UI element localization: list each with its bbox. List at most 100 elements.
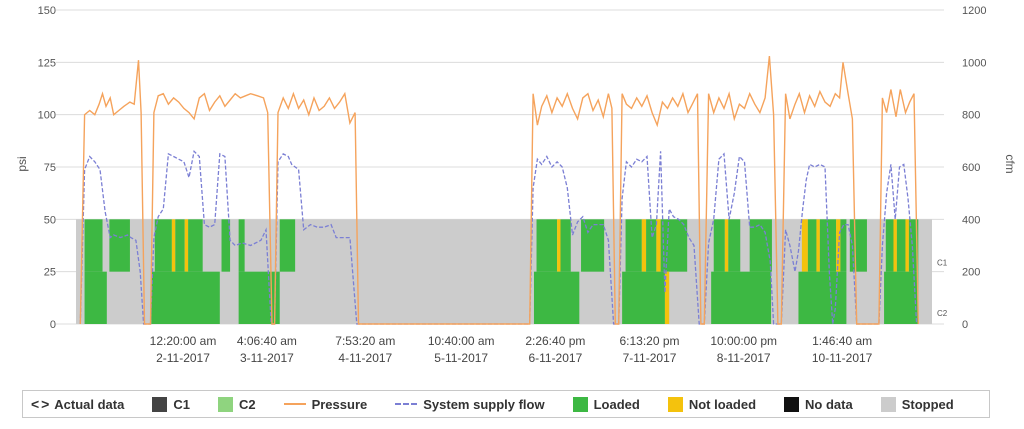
pressure-flow-chart: 0 25 50 75 100 125 150 0 200 400 600 800 1000 1200 C1 C… [15,5,1017,365]
c1-state-segment [840,219,847,272]
c1-state-segment [109,219,130,272]
chart-area: 0 25 50 75 100 125 150 0 200 400 600 800 1000 1200 C1 C… [15,5,1017,365]
y-right-tick-label: 400 [962,214,980,226]
x-tick-date-label: 5-11-2017 [434,351,488,365]
c2-state-segment [664,271,670,324]
no-data-swatch-icon [784,396,800,412]
legend-actual-data-label: Actual data [54,396,125,412]
c2-state-segment [711,271,772,324]
legend-c1[interactable]: C1 [152,396,190,412]
legend-c1-label: C1 [173,396,190,412]
x-tick-date-label: 4-11-2017 [338,351,392,365]
c1-state-segment [560,219,571,272]
c1-state-segment [581,219,605,272]
c1-state-segment [175,219,185,272]
c1-state-segment [896,219,906,272]
x-tick-date-label: 6-11-2017 [528,351,582,365]
c1-state-segment [221,219,231,272]
c1-state-segment [660,219,688,272]
y-right-tick-label: 800 [962,110,980,122]
legend-not-loaded-label: Not loaded [688,396,757,412]
y-right-tick-label: 0 [962,319,968,331]
c1-state-segment [807,219,817,272]
y-left-tick-label: 75 [44,162,56,174]
x-tick-time-label: 4:06:40 am [237,334,297,348]
c1-state-segment [893,219,897,272]
legend-loaded[interactable]: Loaded [572,396,640,412]
c1-state-segment [184,219,189,272]
c1-state-segment [749,219,772,272]
legend-no-data[interactable]: No data [784,396,853,412]
y-right-tick-label: 1000 [962,57,986,69]
x-tick-date-label: 3-11-2017 [240,351,294,365]
c1-state-segment [557,219,561,272]
x-tick-date-label: 10-11-2017 [812,351,873,365]
legend-no-data-label: No data [805,396,853,412]
x-tick-time-label: 10:00:00 pm [710,334,777,348]
y-axis-right-label: cfm [1003,154,1017,173]
c1-state-segment [646,219,657,272]
legend-c2-label: C2 [238,396,256,412]
c1-state-segment [819,219,837,272]
y-right-tick-label: 1200 [962,5,986,17]
y-left-tick-label: 125 [38,57,56,69]
c1-state-segment [905,219,909,272]
x-tick-date-label: 2-11-2017 [156,351,210,365]
x-tick-time-label: 6:13:20 pm [619,334,679,348]
c1-state-segment [656,219,661,272]
x-tick-date-label: 8-11-2017 [717,351,771,365]
c1-state-segment [724,219,729,272]
c2-state-segment [622,271,665,324]
c1-row-label: C1 [937,259,948,268]
legend-loaded-label: Loaded [593,396,640,412]
legend-actual-data[interactable]: < > Actual data [31,396,124,412]
c2-state-segment [151,271,220,324]
c2-swatch-icon [217,396,233,412]
c1-state-segment [885,219,894,272]
c1-state-segment [625,219,642,272]
c2-state-segment [238,271,280,324]
legend-pressure-label: Pressure [311,396,368,412]
c1-state-segment [641,219,647,272]
chart-legend: < > Actual data C1 C2 Pressure System su… [22,390,990,418]
not-loaded-swatch-icon [667,396,683,412]
c1-state-segment [536,219,558,272]
x-tick-date-label: 7-11-2017 [623,351,677,365]
c2-state-segment [798,271,847,324]
c1-state-segment [728,219,741,272]
x-tick-time-label: 1:46:40 am [812,334,872,348]
loaded-swatch-icon [572,396,588,412]
c1-state-segment [801,219,808,272]
x-tick-time-label: 10:40:00 am [428,334,495,348]
y-left-tick-label: 0 [50,319,56,331]
legend-not-loaded[interactable]: Not loaded [667,396,757,412]
left-right-arrows-icon: < > [31,396,49,412]
flow-dashed-line-icon [395,403,418,405]
x-tick-time-label: 12:20:00 am [150,334,217,348]
pressure-line [79,56,919,325]
c1-state-segment [713,219,725,272]
legend-stopped[interactable]: Stopped [880,396,954,412]
c1-state-segment [279,219,296,272]
c1-state-segment [188,219,203,272]
c2-row-label: C2 [937,309,948,318]
c1-state-segment [816,219,820,272]
c2-state-segment [533,271,580,324]
x-tick-time-label: 7:53:20 am [335,334,395,348]
legend-c2[interactable]: C2 [217,396,256,412]
legend-system-supply-flow-label: System supply flow [423,396,545,412]
x-tick-time-label: 2:26:40 pm [525,334,585,348]
pressure-line-icon [283,403,306,405]
y-axis-left-label: psi [15,156,29,171]
y-left-tick-label: 150 [38,5,56,17]
legend-pressure[interactable]: Pressure [283,396,368,412]
legend-system-supply-flow[interactable]: System supply flow [395,396,545,412]
c1-state-segment [238,219,245,272]
c1-state-segment [154,219,172,272]
c1-state-segment [908,219,919,272]
legend-stopped-label: Stopped [901,396,954,412]
c1-swatch-icon [152,396,168,412]
c2-state-segment [84,271,107,324]
system-supply-flow-line [79,149,918,325]
c1-state-segment [84,219,103,272]
